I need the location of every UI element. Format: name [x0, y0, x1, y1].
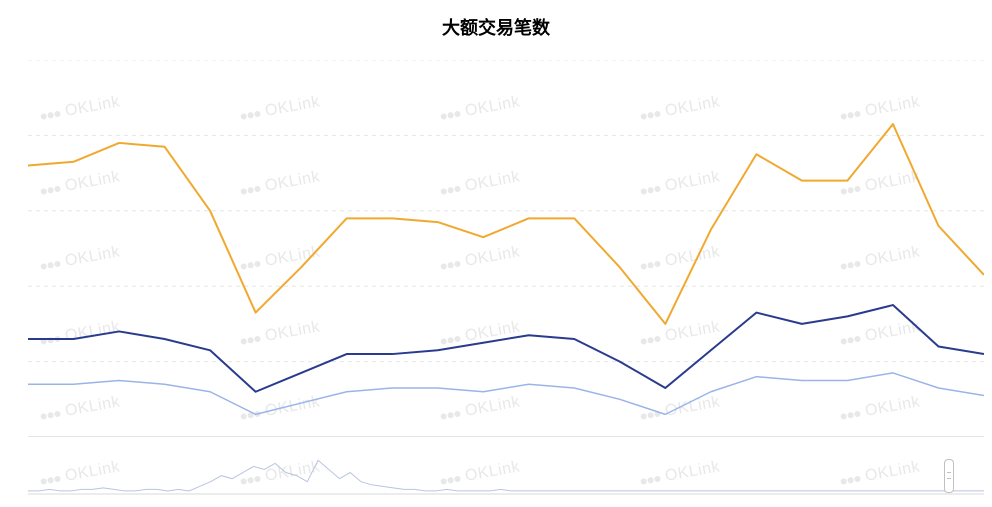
series-light-blue	[28, 373, 984, 414]
minimap-svg	[28, 445, 984, 495]
chart-title: 大额交易笔数	[0, 0, 992, 50]
minimap-line	[28, 460, 984, 491]
minimap-scroll-handle[interactable]	[944, 459, 954, 493]
minimap-chart[interactable]	[28, 445, 984, 495]
main-chart[interactable]	[28, 60, 984, 437]
chart-svg	[28, 60, 984, 437]
series-dark-blue	[28, 305, 984, 392]
series-orange	[28, 124, 984, 324]
